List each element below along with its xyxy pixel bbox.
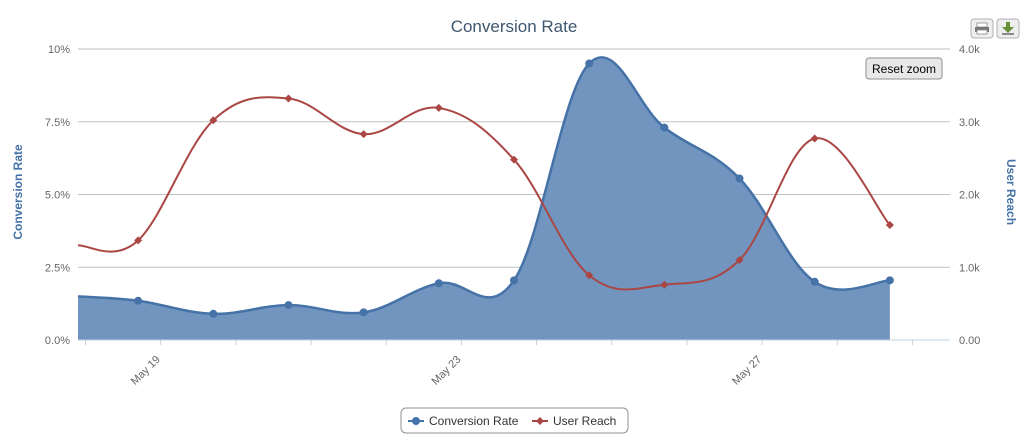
user-reach-point[interactable]	[209, 116, 218, 125]
legend-marker-conversion-rate	[412, 417, 420, 425]
user-reach-point[interactable]	[510, 155, 518, 164]
conversion-rate-point[interactable]	[810, 277, 819, 286]
download-icon	[1002, 22, 1014, 35]
legend-item-conversion-rate[interactable]: Conversion Rate	[408, 414, 519, 428]
legend: Conversion Rate User Reach	[400, 407, 629, 434]
conversion-rate-point[interactable]	[585, 59, 594, 68]
y-left-axis: 0.0% 2.5% 5.0% 7.5% 10%	[45, 44, 70, 347]
conversion-rate-area	[78, 57, 890, 341]
y-left-tick-label: 5.0%	[45, 190, 70, 202]
legend-item-user-reach[interactable]: User Reach	[532, 414, 616, 428]
y-left-tick-label: 7.5%	[45, 117, 70, 129]
y-right-axis-title: User Reach	[1004, 159, 1018, 225]
y-right-tick-label: 4.0k	[959, 44, 980, 56]
legend-label-conversion-rate: Conversion Rate	[429, 414, 519, 428]
legend-marker-user-reach	[536, 417, 544, 425]
legend-label-user-reach: User Reach	[553, 414, 616, 428]
y-left-tick-label: 10%	[48, 44, 70, 56]
conversion-rate-point[interactable]	[359, 308, 368, 317]
user-reach-point[interactable]	[810, 134, 819, 143]
print-icon	[975, 22, 989, 35]
y-right-tick-label: 2.0k	[959, 190, 980, 202]
chart-title: Conversion Rate	[451, 17, 578, 36]
y-left-tick-label: 0.0%	[45, 335, 70, 347]
legend-box	[400, 407, 629, 434]
user-reach-line	[77, 96, 891, 291]
y-left-tick-label: 2.5%	[45, 262, 70, 274]
user-reach-point[interactable]	[434, 103, 443, 112]
conversion-rate-point[interactable]	[660, 123, 669, 132]
reset-zoom-button[interactable]: Reset zoom	[865, 57, 943, 80]
export-button[interactable]	[996, 18, 1020, 39]
y-left-axis-title: Conversion Rate	[11, 144, 25, 240]
conversion-rate-point[interactable]	[134, 296, 143, 305]
user-reach-point[interactable]	[735, 255, 744, 264]
conversion-rate-point[interactable]	[434, 279, 443, 288]
conversion-rate-point[interactable]	[284, 301, 293, 310]
print-button[interactable]	[970, 18, 994, 39]
user-reach-point[interactable]	[284, 94, 293, 103]
user-reach-point[interactable]	[885, 221, 894, 230]
y-right-tick-label: 3.0k	[959, 117, 980, 129]
user-reach-point[interactable]	[660, 280, 669, 289]
conversion-rate-point[interactable]	[510, 276, 518, 285]
plot-area[interactable]	[77, 56, 894, 341]
y-right-tick-label: 1.0k	[959, 262, 980, 274]
grid-lines	[78, 48, 950, 268]
conversion-rate-point[interactable]	[885, 276, 894, 285]
y-right-tick-label: 0.00	[959, 335, 980, 347]
x-tick-label: May 19	[129, 354, 163, 388]
x-tick-label: May 23	[430, 354, 464, 388]
user-reach-point[interactable]	[134, 236, 143, 245]
y-right-axis: 0.00 1.0k 2.0k 3.0k 4.0k	[959, 44, 980, 347]
user-reach-point[interactable]	[585, 271, 594, 280]
x-tick-label: May 27	[730, 354, 764, 388]
conversion-rate-point[interactable]	[209, 309, 218, 318]
user-reach-point[interactable]	[359, 130, 368, 139]
reset-zoom-label: Reset zoom	[872, 62, 936, 76]
x-axis: May 19 May 23 May 27	[85, 340, 913, 388]
conversion-rate-point[interactable]	[735, 174, 744, 183]
